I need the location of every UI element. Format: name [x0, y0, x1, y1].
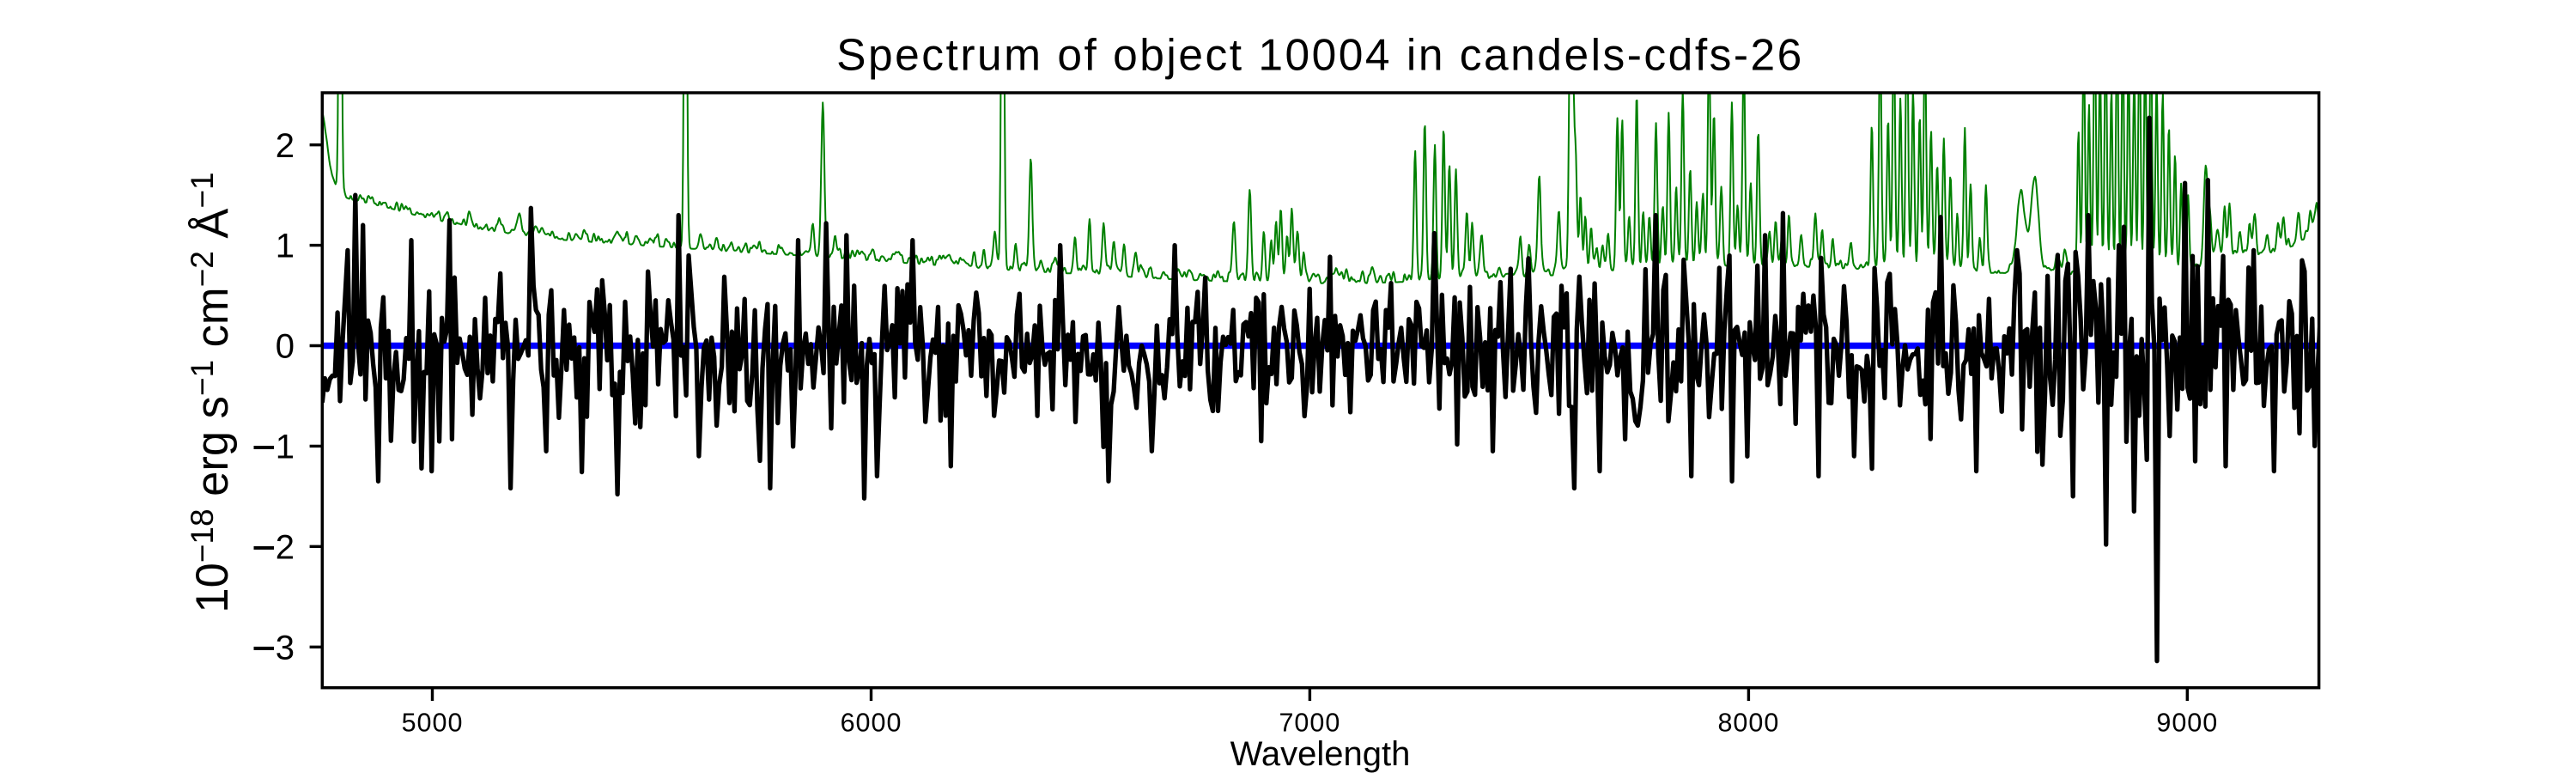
- svg-text:9000: 9000: [2156, 709, 2218, 738]
- svg-text:6000: 6000: [841, 709, 902, 738]
- svg-text:1: 1: [276, 429, 295, 466]
- svg-text:Wavelength: Wavelength: [1230, 735, 1411, 773]
- svg-text:8000: 8000: [1717, 709, 1779, 738]
- svg-text:2: 2: [276, 528, 295, 566]
- svg-text:10−18 erg s−1 cm−2 Å−1: 10−18 erg s−1 cm−2 Å−1: [185, 172, 238, 612]
- svg-text:7000: 7000: [1279, 709, 1340, 738]
- svg-text:5000: 5000: [402, 709, 464, 738]
- svg-text:0: 0: [276, 328, 295, 366]
- svg-text:1: 1: [276, 228, 295, 265]
- svg-text:Spectrum of object 10004 in ca: Spectrum of object 10004 in candels-cdfs…: [836, 30, 1804, 80]
- svg-text:2: 2: [276, 127, 295, 165]
- svg-text:3: 3: [276, 629, 295, 666]
